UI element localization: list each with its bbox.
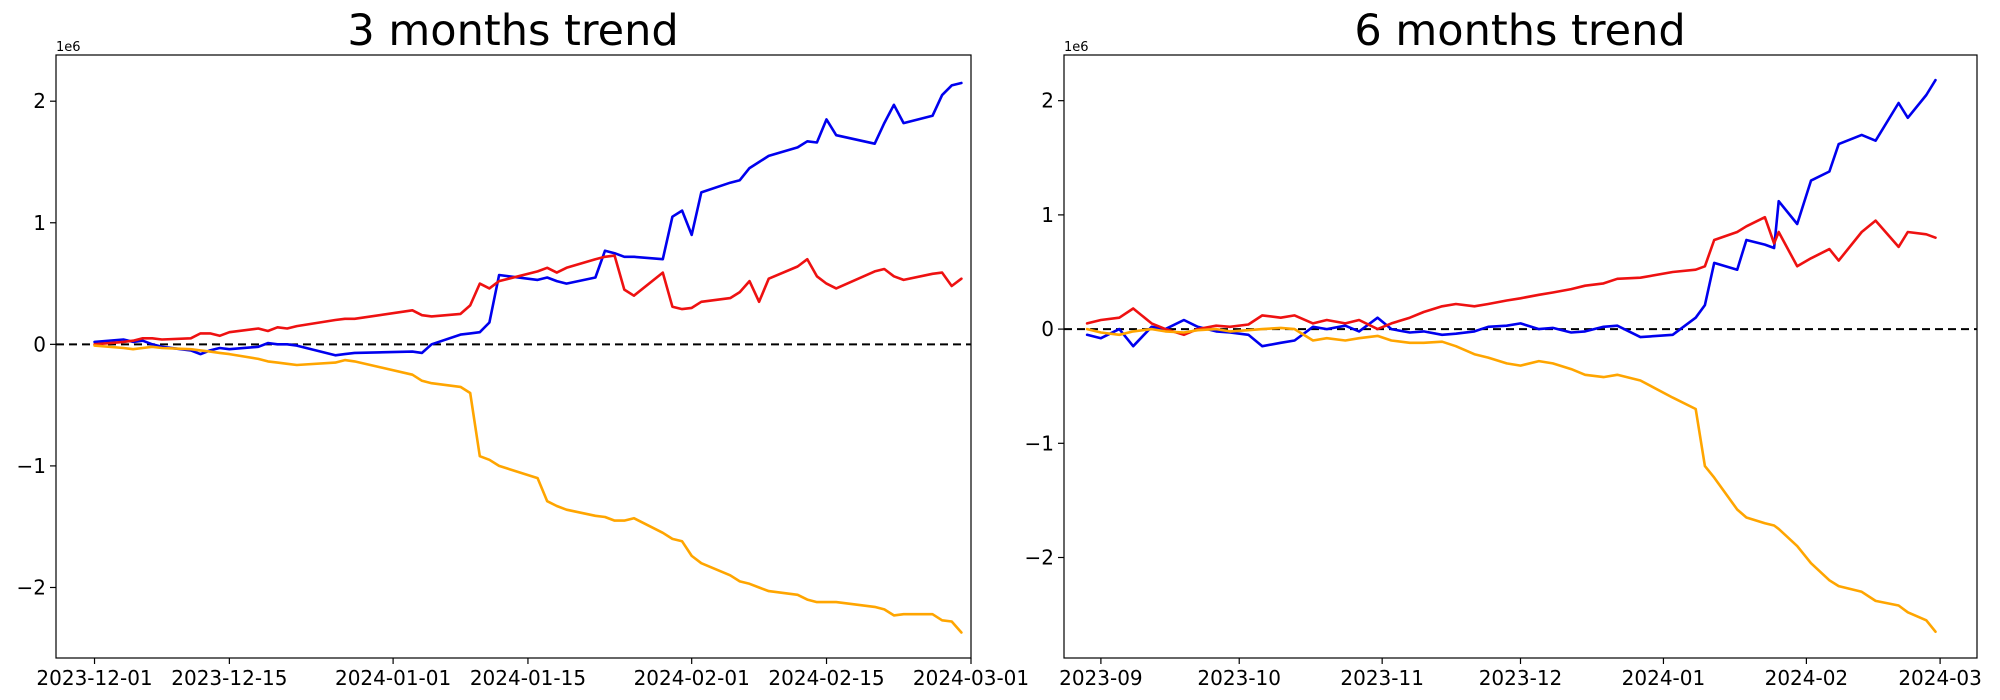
series-line-2 (93, 254, 963, 346)
y-tick-label: 2 (1041, 89, 1054, 113)
series-line-3 (93, 344, 963, 634)
y-tick-label: 1 (33, 211, 46, 235)
x-tick-label: 2024-02-15 (768, 666, 884, 690)
x-tick-label: 2023-11 (1340, 666, 1424, 690)
series-line-1 (93, 81, 963, 357)
y-tick-label: −1 (17, 454, 46, 478)
x-tick-label: 2024-02 (1765, 666, 1849, 690)
y-offset-label: 1e6 (1064, 40, 1089, 55)
y-offset-label: 1e6 (56, 40, 81, 55)
axes-frame (1063, 54, 1978, 659)
x-tick-label: 2023-10 (1197, 666, 1281, 690)
x-tick-label: 2024-01 (1622, 666, 1706, 690)
x-tick-label: 2023-12 (1479, 666, 1563, 690)
chart-title: 3 months trend (347, 6, 678, 56)
chart-3-months: 3 months trend 1e6 −2 −1 0 1 2 2023-12-01 2023… (17, 6, 1030, 690)
series-line-2 (1085, 215, 1937, 337)
x-tick-label: 2024-03-01 (913, 666, 1029, 690)
y-tick-label: −1 (1025, 431, 1054, 455)
x-tick-label: 2024-03 (1898, 666, 1982, 690)
axes-frame (55, 54, 972, 659)
x-tick-label: 2024-01-01 (335, 666, 451, 690)
y-tick-label: 0 (33, 332, 46, 356)
series-line-1 (1085, 78, 1937, 348)
x-tick-label: 2023-09 (1059, 666, 1143, 690)
x-tick-label: 2024-01-15 (470, 666, 586, 690)
y-tick-label: −2 (1025, 546, 1054, 570)
plot-area: −2 −1 0 1 2 2023-09 2023-10 2023-11 2023-12 2024-… (1025, 54, 1982, 690)
plot-area: −2 −1 0 1 2 2023-12-01 2023-12-15 2024-01-01 202… (17, 54, 1029, 690)
series-line-3 (1085, 326, 1937, 634)
y-tick-label: 0 (1041, 317, 1054, 341)
x-tick-label: 2023-12-15 (171, 666, 287, 690)
x-tick-label: 2024-02-01 (634, 666, 750, 690)
y-tick-label: 2 (33, 89, 46, 113)
y-tick-label: −2 (17, 575, 46, 599)
y-tick-label: 1 (1041, 203, 1054, 227)
x-tick-label: 2023-12-01 (36, 666, 152, 690)
chart-6-months: 6 months trend 1e6 −2 −1 0 1 2 2023-09 2023-10… (1025, 6, 1982, 690)
chart-title: 6 months trend (1354, 6, 1685, 56)
